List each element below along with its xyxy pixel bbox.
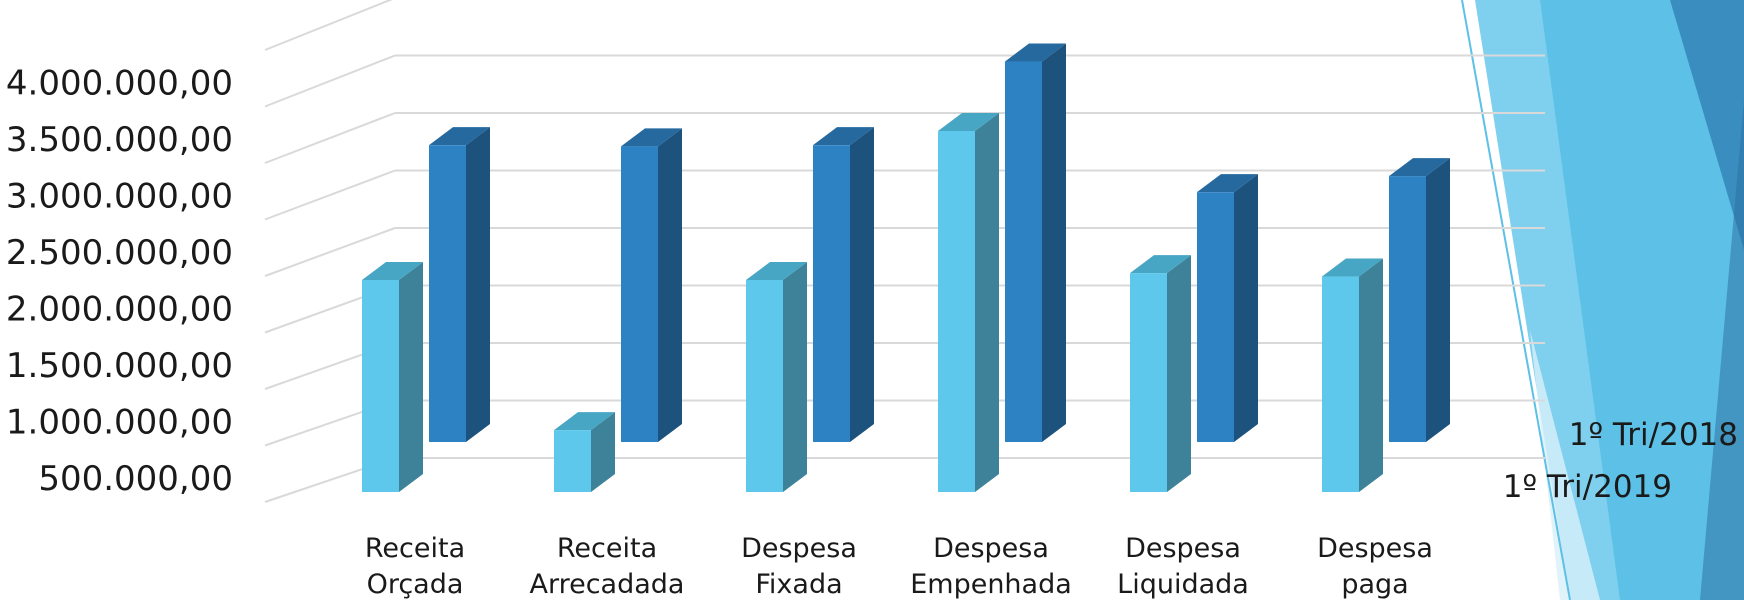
bar-series-2018 (1005, 43, 1066, 442)
decor-panel-highlight (1530, 330, 1600, 600)
bar-side (399, 261, 423, 492)
bar-side (850, 127, 874, 442)
y-tick-label: 500.000,00 (38, 459, 233, 499)
gridline-depth (264, 54, 396, 108)
bar-series-2018 (621, 128, 682, 442)
y-tick-label: 3.500.000,00 (6, 120, 233, 160)
gridline-depth (264, 227, 396, 277)
bar-side (1042, 43, 1066, 442)
bar-side (591, 412, 615, 492)
bar-front (554, 430, 591, 492)
bar-front (362, 279, 399, 492)
bar-top (621, 128, 682, 147)
bar-side (658, 128, 682, 442)
series-labels: 1º Tri/2018 1º Tri/2019 (1503, 417, 1738, 505)
bar-front (1130, 273, 1167, 492)
decor-panel-dark (1670, 0, 1744, 250)
category-label: Despesa paga (1317, 533, 1433, 600)
bar-series-2019 (554, 412, 615, 492)
bar-front (1197, 192, 1234, 442)
bar-top (813, 127, 874, 146)
bar-side (783, 261, 807, 492)
bar-series-2019 (938, 113, 999, 492)
bar-front (938, 131, 975, 492)
bar-front (746, 279, 783, 492)
decor-panel-shadow (1700, 100, 1744, 600)
y-tick-label: 1.000.000,00 (6, 403, 233, 443)
bar-front (1389, 176, 1426, 443)
series-label-2018: 1º Tri/2018 (1569, 417, 1738, 453)
bar-side (1426, 158, 1450, 443)
bar-front (1005, 61, 1042, 442)
bar-side (1359, 258, 1383, 492)
y-tick-label: 2.000.000,00 (6, 290, 233, 330)
bars (362, 43, 1450, 492)
category-label: Receita Arrecadada (530, 533, 685, 600)
bar-front (621, 146, 658, 442)
bar-top (938, 113, 999, 132)
bar-top (554, 412, 615, 431)
bar-top (429, 127, 490, 146)
gridline-depth (264, 112, 396, 164)
bar-series-2019 (1130, 255, 1191, 492)
bar-series-2018 (1389, 158, 1450, 443)
bar-side (1167, 255, 1191, 492)
bar-side (975, 113, 999, 492)
bar-series-2018 (429, 127, 490, 442)
series-label-2019: 1º Tri/2019 (1503, 469, 1672, 505)
category-label: Despesa Liquidada (1117, 533, 1249, 600)
gridline-depth (264, 169, 396, 221)
category-label: Despesa Fixada (741, 533, 857, 600)
bar-series-2019 (746, 261, 807, 492)
category-label: Despesa Empenhada (910, 533, 1072, 600)
bar-top (1005, 43, 1066, 62)
bar-series-2019 (362, 261, 423, 492)
y-tick-label: 2.500.000,00 (6, 233, 233, 273)
bar-side (466, 127, 490, 442)
category-label: Receita Orçada (365, 533, 465, 600)
gridline-depth (264, 0, 393, 51)
bar-side (1234, 174, 1258, 442)
bar-top (1389, 158, 1450, 177)
y-tick-label: 1.500.000,00 (6, 346, 233, 386)
bar-top (1130, 255, 1191, 274)
slide-decoration (1461, 0, 1744, 600)
bar-top (746, 261, 807, 280)
bar-series-2018 (1197, 174, 1258, 442)
bar-top (362, 261, 423, 280)
bar-top (1322, 258, 1383, 277)
y-tick-label: 3.000.000,00 (6, 177, 233, 217)
decor-line (1461, 0, 1571, 600)
y-tick-label: 4.000.000,00 (6, 64, 233, 104)
bar-series-2018 (813, 127, 874, 442)
y-axis-tick-labels: 500.000,00 1.000.000,00 1.500.000,00 2.000.… (6, 64, 233, 500)
bar-top (1197, 174, 1258, 193)
bar-front (1322, 276, 1359, 492)
bar-front (813, 145, 850, 442)
category-labels: Receita Orçada Receita Arrecadada Despesa Fix… (365, 533, 1433, 600)
decor-panel-mid (1540, 0, 1744, 600)
bar-series-2019 (1322, 258, 1383, 492)
bar-front (429, 145, 466, 442)
